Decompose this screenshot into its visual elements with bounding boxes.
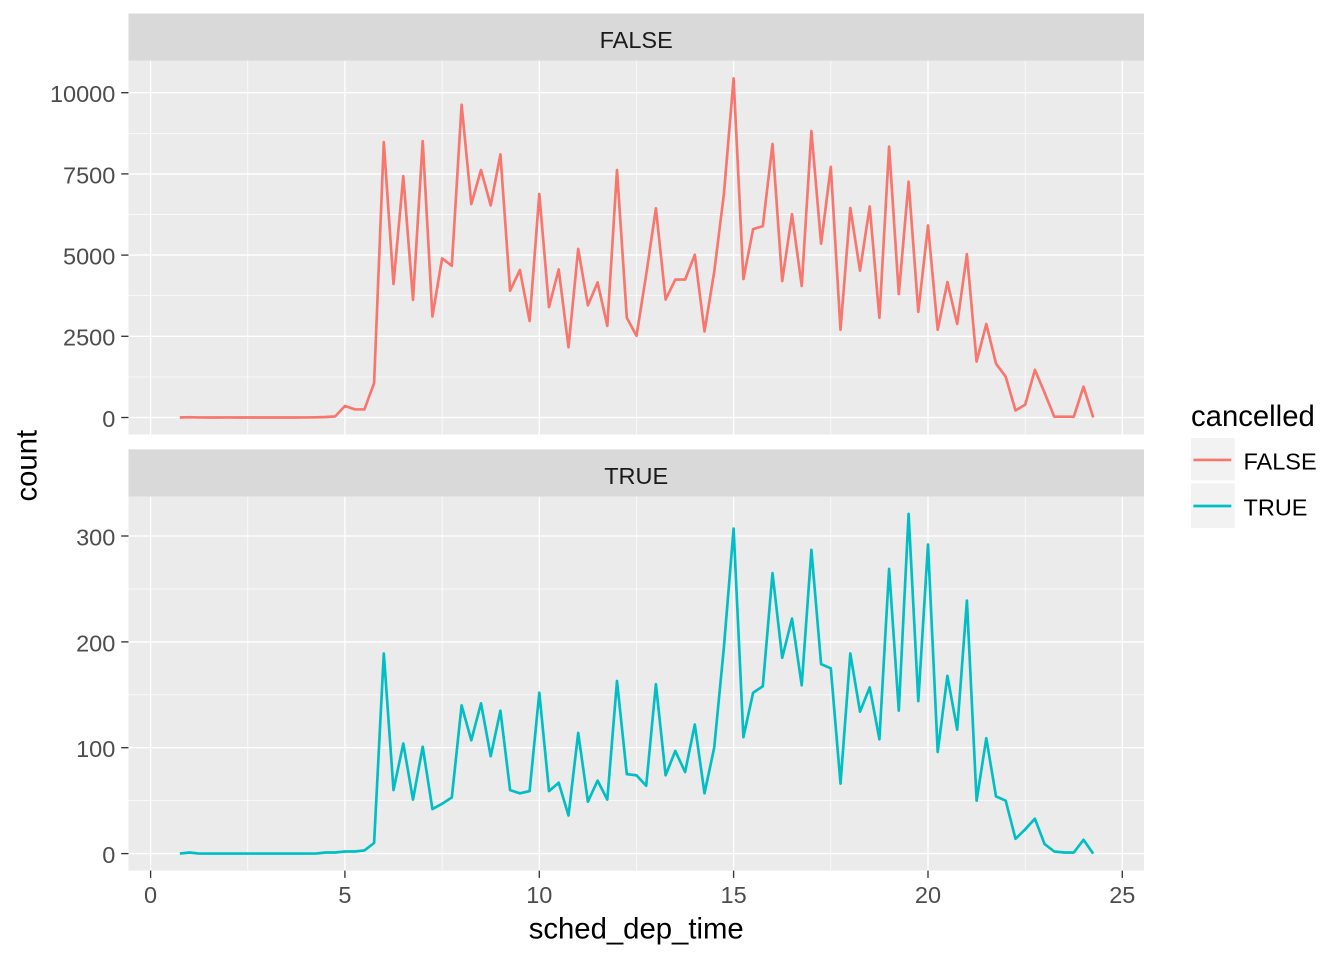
svg-text:100: 100 (76, 736, 115, 762)
svg-text:20: 20 (915, 882, 941, 908)
svg-text:10000: 10000 (50, 81, 115, 107)
svg-text:cancelled: cancelled (1191, 400, 1315, 433)
svg-text:0: 0 (102, 406, 115, 432)
svg-text:200: 200 (76, 630, 115, 656)
svg-text:25: 25 (1109, 882, 1135, 908)
svg-text:TRUE: TRUE (604, 463, 668, 489)
svg-text:15: 15 (721, 882, 747, 908)
svg-text:sched_dep_time: sched_dep_time (529, 913, 744, 946)
svg-text:FALSE: FALSE (1244, 449, 1317, 475)
svg-text:300: 300 (76, 524, 115, 550)
svg-text:count: count (11, 430, 44, 502)
svg-text:2500: 2500 (63, 325, 115, 351)
svg-text:TRUE: TRUE (1244, 494, 1308, 520)
svg-text:0: 0 (144, 882, 157, 908)
svg-text:5: 5 (338, 882, 351, 908)
svg-text:0: 0 (102, 842, 115, 868)
svg-text:5000: 5000 (63, 244, 115, 270)
svg-text:10: 10 (526, 882, 552, 908)
svg-text:FALSE: FALSE (600, 27, 673, 53)
svg-text:7500: 7500 (63, 162, 115, 188)
